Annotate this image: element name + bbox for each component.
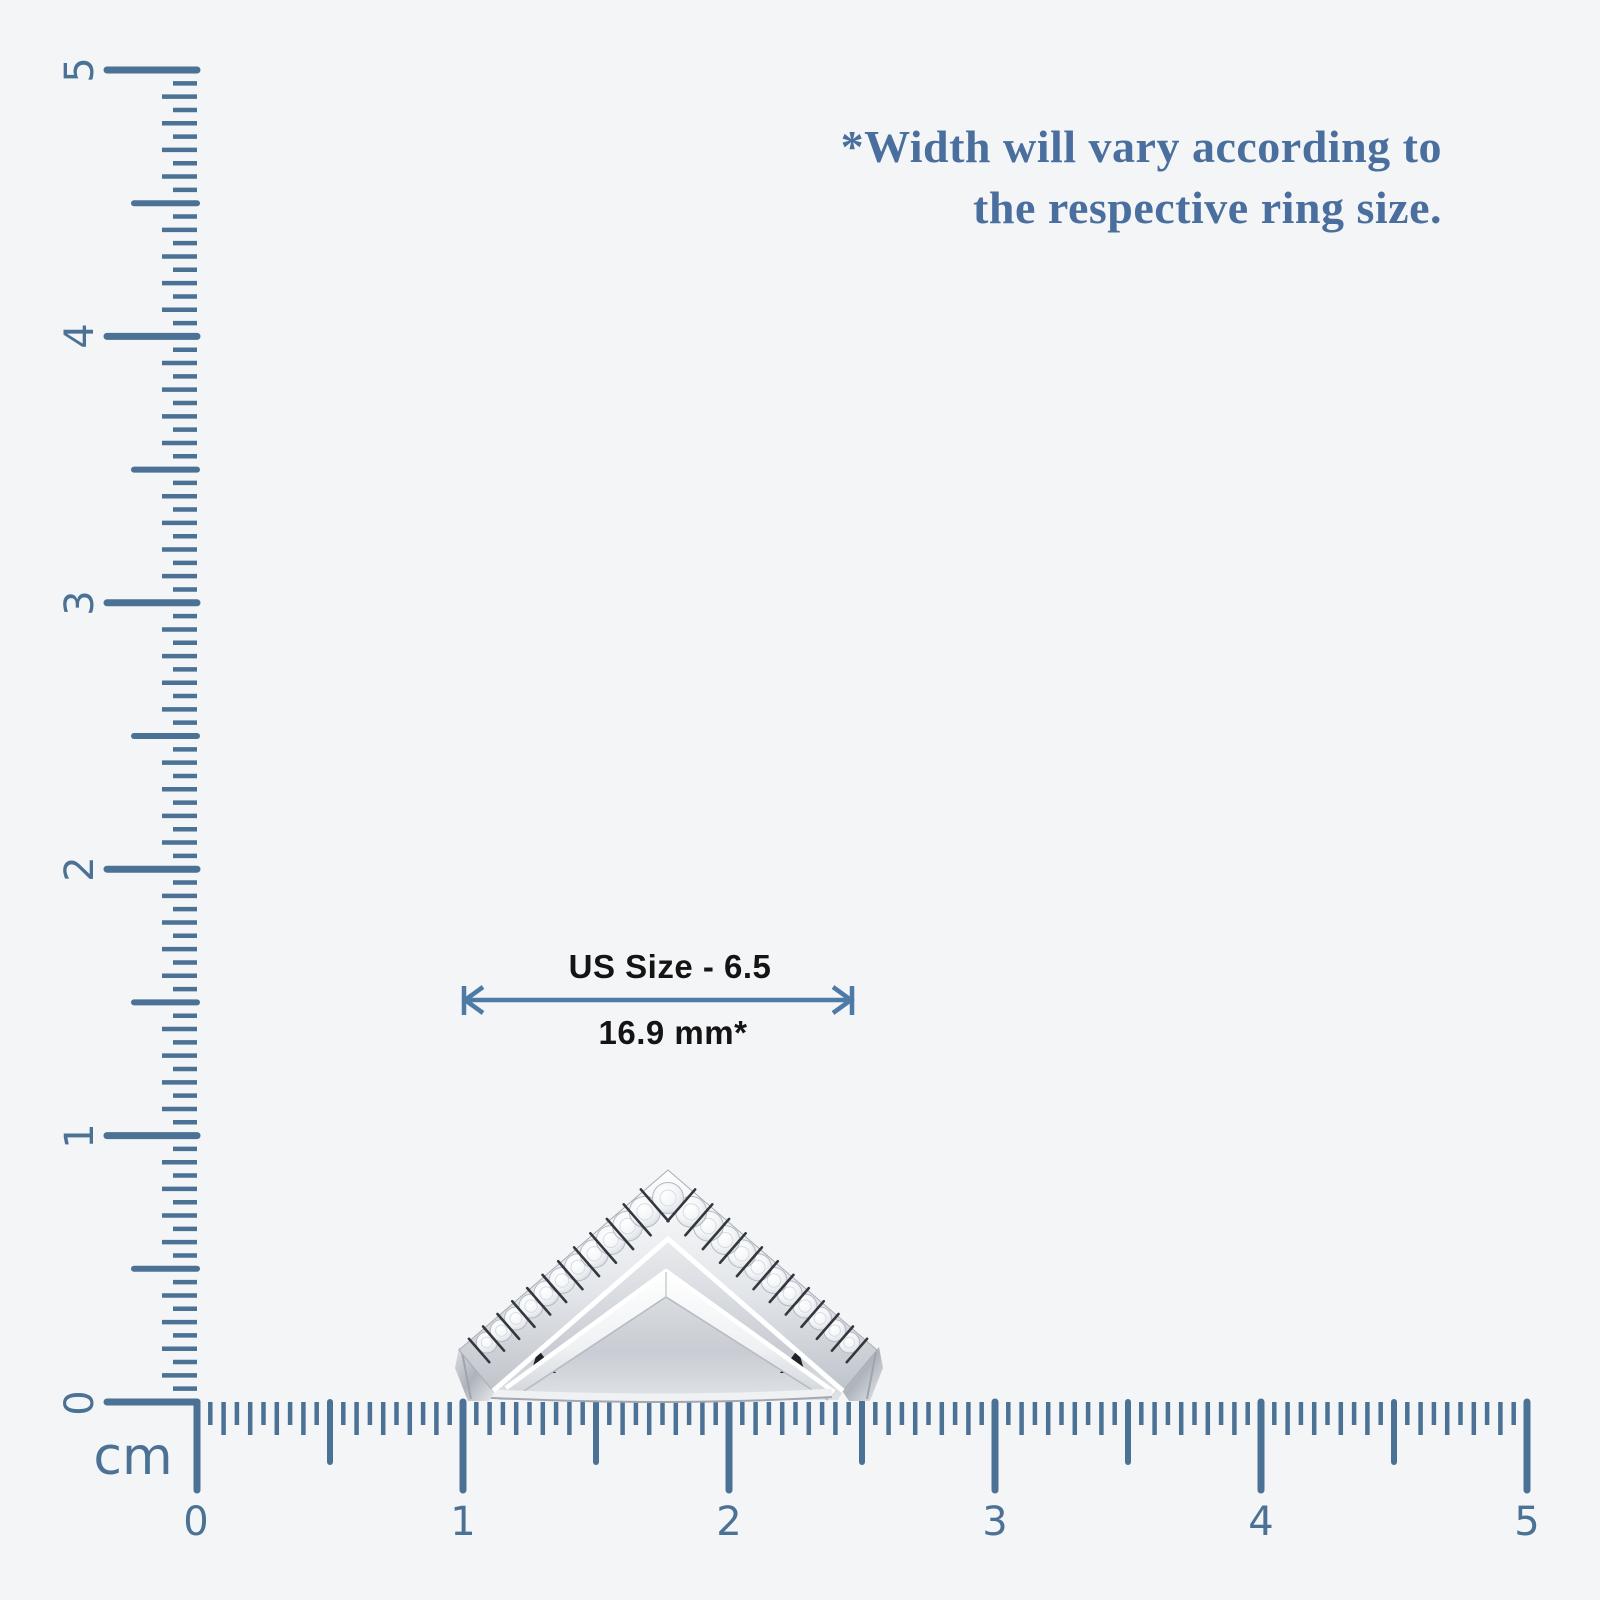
v-ruler-label-5: 5 xyxy=(57,57,103,83)
v-ruler-label-3: 3 xyxy=(57,590,103,616)
width-mm-label: 16.9 mm* xyxy=(598,1014,748,1051)
inner-band-shade xyxy=(511,1296,829,1401)
ring-bottom-rim-edge xyxy=(471,1396,833,1403)
diamond-stones xyxy=(467,1182,869,1364)
arrow-head-right xyxy=(831,985,855,1015)
h-ruler-label-3: 3 xyxy=(982,1499,1008,1545)
width-note-line2: the respective ring size. xyxy=(973,182,1442,233)
inner-band-highlight xyxy=(504,1268,836,1394)
h-ruler-label-5: 5 xyxy=(1514,1499,1540,1545)
ruler-unit-label: cm xyxy=(93,1427,173,1487)
ring-bottom-rim xyxy=(471,1388,833,1403)
v-ruler-label-2: 2 xyxy=(57,856,103,882)
h-ruler-label-0: 0 xyxy=(183,1499,209,1545)
v-ruler-label-0: 0 xyxy=(57,1390,103,1416)
arrow-head-left xyxy=(461,985,485,1015)
diamond-band-highlight xyxy=(491,1236,845,1393)
end-cap-facet-right xyxy=(866,1351,877,1400)
h-ruler-label-4: 4 xyxy=(1248,1499,1274,1545)
us-size-label: US Size - 6.5 xyxy=(568,948,772,985)
width-note-line1: *Width will vary according to xyxy=(840,121,1442,172)
h-ruler-label-1: 1 xyxy=(450,1499,476,1545)
horizontal-ruler-ticks xyxy=(193,1398,1531,1494)
dimension-arrow xyxy=(461,985,855,1015)
ring-end-cap-right xyxy=(841,1347,883,1401)
end-cap-facet-left xyxy=(461,1351,472,1400)
ring-inner-band xyxy=(506,1270,834,1400)
h-ruler-label-2: 2 xyxy=(716,1499,742,1545)
ring-interior xyxy=(493,1238,843,1400)
v-ruler-label-1: 1 xyxy=(57,1123,103,1149)
ring-end-cap-left xyxy=(455,1347,497,1401)
v-ruler-label-4: 4 xyxy=(57,323,103,349)
ring-image xyxy=(455,1169,883,1403)
vertical-ruler-ticks xyxy=(103,66,201,1406)
width-note: *Width will vary according to the respec… xyxy=(841,116,1442,238)
